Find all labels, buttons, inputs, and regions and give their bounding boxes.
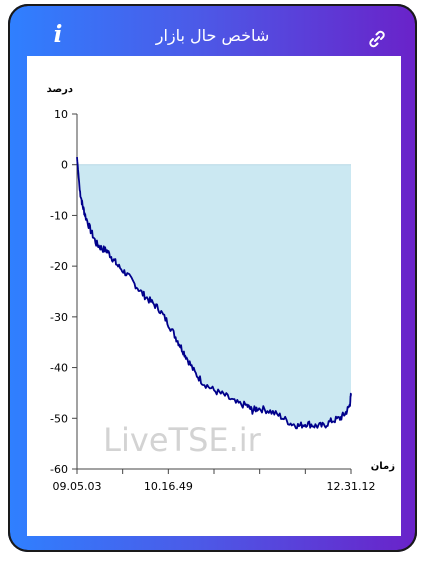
page-title: شاخص حال بازار bbox=[155, 26, 270, 45]
x-axis-label: زمان bbox=[371, 461, 395, 472]
axis-layer bbox=[72, 113, 352, 474]
area-layer bbox=[77, 157, 351, 429]
area-fill bbox=[77, 157, 351, 429]
y-axis-label: درصد bbox=[47, 84, 73, 95]
y-tick-label: -40 bbox=[50, 362, 68, 375]
y-tick-label: -30 bbox=[50, 311, 68, 324]
y-tick-label: 0 bbox=[61, 159, 68, 172]
line-layer bbox=[76, 157, 352, 430]
y-tick-label: -50 bbox=[50, 412, 68, 425]
info-button[interactable]: i bbox=[53, 21, 63, 48]
series-line bbox=[76, 157, 352, 430]
link-button[interactable] bbox=[366, 28, 388, 50]
y-tick-label: -20 bbox=[50, 260, 68, 273]
y-tick-label: -10 bbox=[50, 209, 68, 222]
link-icon bbox=[369, 30, 385, 48]
x-tick-label: 09.05.03 bbox=[53, 480, 102, 493]
y-tick-labels: 10 0 -10 -20 -30 -40 -50 -60 bbox=[50, 108, 68, 476]
y-tick-label: 10 bbox=[54, 108, 68, 121]
header-bar: i شاخص حال بازار bbox=[8, 14, 417, 56]
market-index-chart: درصد زمان LiveTSE.ir 10 0 -10 -20 -30 -40 -50 -… bbox=[47, 84, 396, 493]
x-tick-labels: 09.05.03 10.16.49 12.31.12 bbox=[53, 480, 376, 493]
y-tick-label: -60 bbox=[50, 463, 68, 476]
watermark: LiveTSE.ir bbox=[103, 421, 261, 459]
x-tick-label: 10.16.49 bbox=[144, 480, 193, 493]
chart-panel: درصد زمان LiveTSE.ir 10 0 -10 -20 -30 -40 -50 -… bbox=[27, 56, 401, 536]
x-tick-label: 12.31.12 bbox=[327, 480, 376, 493]
